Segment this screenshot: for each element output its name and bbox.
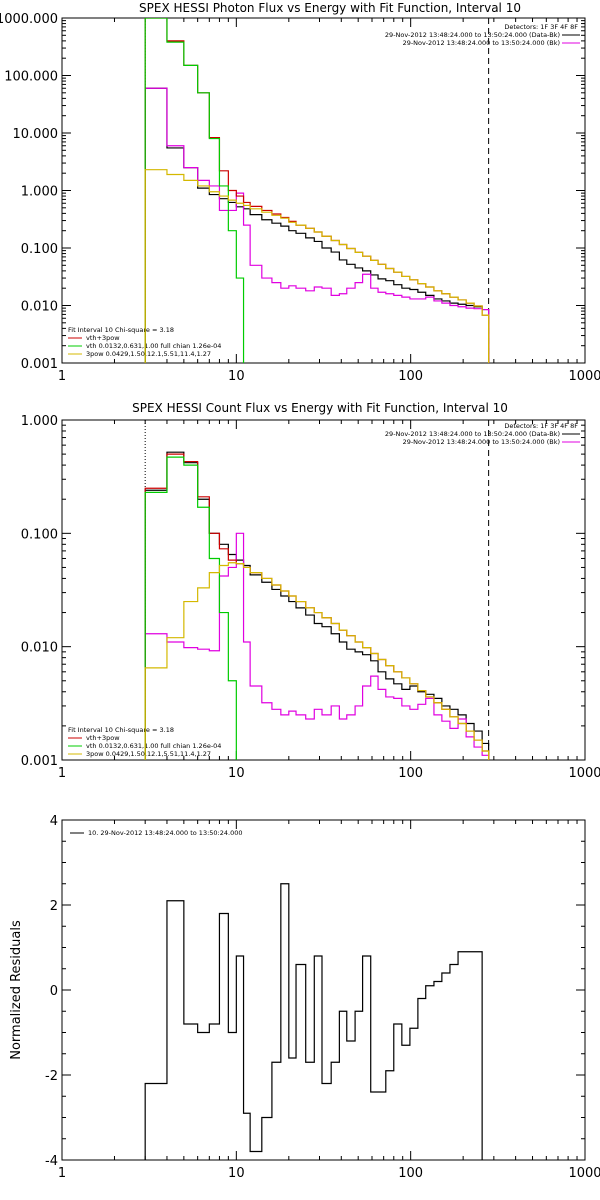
y-tick-label: -4: [45, 1154, 58, 1169]
legend-vth: vth 0.0132,0.631,1.00 full chian 1.26e-0…: [86, 342, 221, 350]
series-line-vth-3pow: [144, 18, 490, 363]
y-tick-label: 0.010: [21, 641, 58, 656]
y-tick-label: 100.000: [4, 70, 58, 85]
series-group: [144, 883, 483, 1160]
bk-header: 29-Nov-2012 13:48:24.000 to 13:50:24.000…: [403, 39, 560, 47]
data-minus-bk-header: 29-Nov-2012 13:48:24.000 to 13:50:24.000…: [385, 430, 560, 438]
data-minus-bk-header: 29-Nov-2012 13:48:24.000 to 13:50:24.000…: [385, 31, 560, 39]
x-tick-label: 1: [58, 369, 66, 384]
y-tick-label: 1.000: [21, 185, 58, 200]
x-tick-label: 1000: [568, 766, 600, 781]
fit-interval-text: Fit Interval 10 Chi-square = 3.18: [68, 326, 174, 334]
y-tick-label: 10.000: [13, 127, 59, 142]
legend-3pow: 3pow 0.0429,1.50,12.1,5.51,11.4,1.27: [86, 350, 211, 358]
y-tick-label: 1.000: [21, 414, 58, 429]
series-line-10-29-nov-2012-13-48-24-000-to-13-50-24-000: [144, 883, 483, 1160]
legend-3pow: 3pow 0.0429,1.50,12.1,5.51,11.4,1.27: [86, 750, 211, 758]
x-tick-label: 100: [398, 1166, 423, 1181]
y-tick-label: 2: [50, 899, 58, 914]
legend-vth-3pow: vth+3pow: [86, 334, 120, 342]
series-line-data-bk: [144, 87, 490, 363]
legend-vth: vth 0.0132,0.631,1.00 full chian 1.26e-0…: [86, 742, 221, 750]
series-line-3pow: [144, 169, 490, 363]
series-line-bk: [144, 87, 490, 363]
legend-vth-3pow: vth+3pow: [86, 734, 120, 742]
residuals-ylabel: Normalized Residuals: [9, 920, 24, 1060]
detectors-header: Detectors: 1F 3F 4F 8F: [504, 422, 578, 430]
x-tick-label: 10: [228, 369, 245, 384]
y-tick-label: 1000.000: [0, 12, 58, 27]
axes-frame: [61, 17, 586, 364]
y-tick-label: 0.001: [21, 357, 58, 372]
bk-header: 29-Nov-2012 13:48:24.000 to 13:50:24.000…: [403, 438, 560, 446]
photon-flux-title: SPEX HESSI Photon Flux vs Energy with Fi…: [139, 1, 521, 15]
x-tick-label: 10: [228, 766, 245, 781]
x-tick-label: 100: [398, 369, 423, 384]
residuals-legend-text: 10. 29-Nov-2012 13:48:24.000 to 13:50:24…: [88, 829, 242, 837]
x-tick-label: 1: [58, 1166, 66, 1181]
count-flux-panel: SPEX HESSI Count Flux vs Energy with Fit…: [21, 401, 600, 781]
y-tick-label: 0: [50, 984, 58, 999]
residuals-panel: Normalized Residuals 10. 29-Nov-2012 13:…: [9, 814, 600, 1181]
y-tick-label: -2: [45, 1069, 58, 1084]
axes-frame: [61, 819, 586, 1161]
x-tick-label: 1000: [568, 369, 600, 384]
series-line-vth: [144, 18, 245, 363]
x-tick-label: 10: [228, 1166, 245, 1181]
x-tick-label: 100: [398, 766, 423, 781]
x-tick-label: 1000: [568, 1166, 600, 1181]
series-line-vth: [144, 456, 237, 760]
fit-interval-text: Fit Interval 10 Chi-square = 3.18: [68, 726, 174, 734]
series-group: [144, 18, 490, 363]
axes-frame: [61, 419, 586, 761]
y-tick-label: 0.001: [21, 754, 58, 769]
y-tick-label: 0.010: [21, 300, 58, 315]
y-tick-label: 0.100: [21, 527, 58, 542]
y-tick-label: 4: [50, 814, 58, 829]
detectors-header: Detectors: 1F 3F 4F 8F: [504, 23, 578, 31]
series-line-bk: [144, 532, 490, 760]
count-flux-title: SPEX HESSI Count Flux vs Energy with Fit…: [132, 401, 508, 415]
x-tick-label: 1: [58, 766, 66, 781]
photon-flux-panel: SPEX HESSI Photon Flux vs Energy with Fi…: [0, 1, 600, 384]
y-tick-label: 0.100: [21, 242, 58, 257]
series-line-3pow: [144, 562, 490, 760]
series-group: [144, 451, 490, 760]
